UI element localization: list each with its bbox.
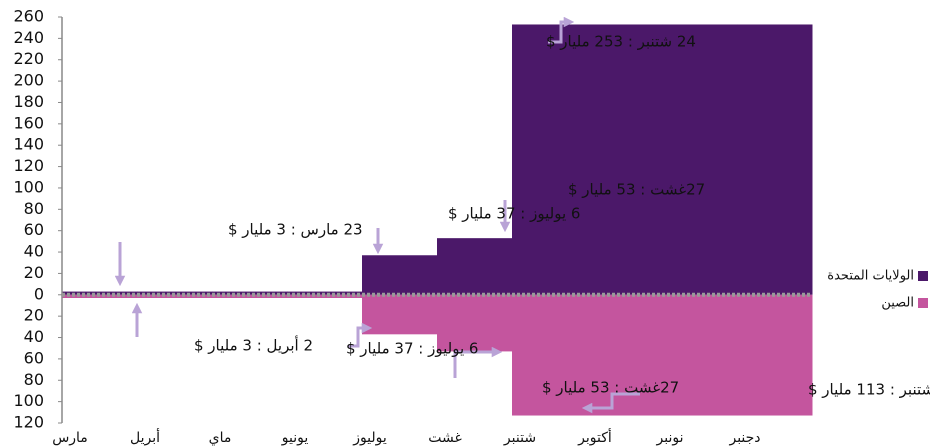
- area-step: [512, 294, 588, 416]
- area-step: [662, 24, 738, 295]
- annotation: 23 مارس : 3 مليار $: [228, 221, 363, 239]
- y-tick-label: 120: [13, 156, 44, 175]
- x-tick-label: أبريل: [130, 428, 160, 446]
- annotation: 24 شتنبر : 113 مليار $: [808, 381, 930, 399]
- y-tick-label: 240: [13, 28, 44, 47]
- annotation: 27غشت : 53 مليار $: [568, 181, 705, 199]
- legend-label: الصين: [881, 296, 914, 311]
- x-tick-label: أكتوبر: [577, 428, 612, 446]
- area-step: [587, 24, 663, 295]
- y-tick-label: 200: [13, 71, 44, 90]
- y-tick-label: 20: [24, 263, 44, 282]
- area-step: [437, 294, 513, 352]
- y-tick-label: 60: [24, 348, 44, 367]
- annotation: 6 يوليوز : 37 مليار $: [448, 205, 580, 223]
- area-step: [737, 294, 813, 416]
- annotation: 2 أبريل : 3 مليار $: [194, 336, 313, 355]
- y-tick-label: 40: [24, 242, 44, 261]
- y-tick-label: 120: [13, 413, 44, 432]
- x-tick-label: غشت: [428, 430, 462, 446]
- area-step: [587, 294, 663, 416]
- y-tick-label: 260: [13, 7, 44, 26]
- y-tick-label: 220: [13, 49, 44, 68]
- arrows: [114, 16, 640, 414]
- y-tick-label: 100: [13, 391, 44, 410]
- y-tick-label: 20: [24, 306, 44, 325]
- area-step: [512, 24, 588, 295]
- x-tick-label: دجنبر: [728, 430, 760, 446]
- annotation: 6 يوليوز : 37 مليار $: [346, 340, 478, 358]
- area-step: [362, 294, 438, 335]
- y-tick-label: 140: [13, 135, 44, 154]
- legend-swatch: [918, 298, 928, 308]
- plot-area: [62, 24, 813, 416]
- legend-swatch: [918, 271, 928, 281]
- y-tick-label: 100: [13, 177, 44, 196]
- x-tick-label: يونيو: [281, 430, 309, 446]
- area-step: [737, 24, 813, 295]
- y-tick-label: 180: [13, 92, 44, 111]
- x-tick-label: شتنبر: [503, 430, 536, 446]
- area-step: [662, 294, 738, 416]
- x-tick-label: نونبر: [656, 430, 684, 446]
- y-tick-label: 0: [34, 284, 44, 303]
- y-tick-label: 160: [13, 113, 44, 132]
- y-tick-label: 80: [24, 199, 44, 218]
- y-tick-label: 80: [24, 370, 44, 389]
- area-step: [437, 238, 513, 295]
- y-tick-label: 60: [24, 220, 44, 239]
- x-tick-label: يوليوز: [352, 430, 387, 446]
- x-tick-label: مارس: [52, 430, 88, 446]
- area-step: [362, 255, 438, 295]
- annotation: 27غشت : 53 مليار $: [542, 379, 679, 397]
- x-tick-label: ماي: [209, 430, 232, 446]
- annotation: 24 شتنبر : 253 مليار $: [546, 33, 696, 51]
- y-tick-label: 40: [24, 327, 44, 346]
- legend-label: الولايات المتحدة: [827, 269, 914, 284]
